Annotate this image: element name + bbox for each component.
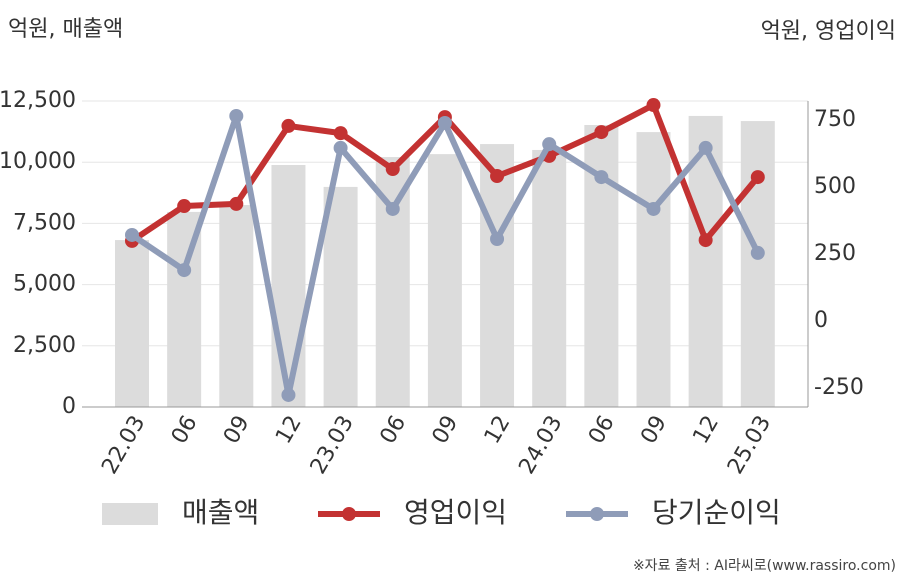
y-tick-label: 5,000 xyxy=(13,272,76,297)
point xyxy=(385,162,400,177)
point xyxy=(281,387,296,402)
point xyxy=(594,170,609,185)
y2-tick-label: 0 xyxy=(814,308,828,333)
y2-tick-label: -250 xyxy=(814,375,864,400)
point xyxy=(229,109,244,124)
point xyxy=(229,196,244,211)
y2-axis-title: 억원, 영업이익 xyxy=(761,19,896,44)
bar xyxy=(219,205,254,407)
point xyxy=(177,263,192,278)
bar xyxy=(323,186,358,407)
x-tick-label: 06 xyxy=(584,412,620,449)
legend-label: 영업이익 xyxy=(404,496,507,529)
x-tick-label: 12 xyxy=(480,412,516,449)
y-tick-label: 12,500 xyxy=(0,88,76,113)
x-tick-label: 24.03 xyxy=(514,412,567,479)
y-tick-label: 7,500 xyxy=(13,210,76,235)
point xyxy=(594,125,609,140)
bar xyxy=(532,149,567,407)
point xyxy=(281,118,296,133)
legend-marker xyxy=(590,507,604,521)
legend-swatch xyxy=(102,503,158,525)
x-tick-label: 09 xyxy=(428,412,464,449)
x-tick-label: 12 xyxy=(271,412,307,449)
x-tick-label: 06 xyxy=(167,412,203,449)
y-tick-label: 2,500 xyxy=(13,333,76,358)
x-tick-label: 25.03 xyxy=(723,412,776,479)
y2-tick-label: 750 xyxy=(814,107,856,132)
point xyxy=(750,245,765,260)
x-tick-label: 09 xyxy=(636,412,672,449)
bar xyxy=(740,121,775,407)
bar xyxy=(115,240,149,407)
point xyxy=(125,227,139,242)
x-tick-label: 12 xyxy=(688,412,724,449)
x-tick-label: 06 xyxy=(375,412,411,449)
legend-label: 매출액 xyxy=(182,496,259,529)
x-tick-label: 23.03 xyxy=(306,412,359,479)
point xyxy=(542,137,557,152)
y2-tick-label: 500 xyxy=(814,174,856,199)
legend-label: 당기순이익 xyxy=(652,496,781,529)
point xyxy=(490,231,505,246)
y-tick-label: 10,000 xyxy=(0,149,76,174)
point xyxy=(646,201,661,216)
y-axis-title: 억원, 매출액 xyxy=(8,17,123,42)
x-tick-label: 09 xyxy=(219,412,255,449)
point xyxy=(698,140,713,155)
point xyxy=(385,201,400,216)
point xyxy=(750,170,765,185)
point xyxy=(646,98,661,113)
point xyxy=(333,140,348,155)
bar xyxy=(636,132,671,407)
y2-tick-label: 250 xyxy=(814,241,856,266)
point xyxy=(490,169,505,184)
point xyxy=(698,233,713,248)
point xyxy=(437,115,452,130)
point xyxy=(177,199,192,214)
x-tick-label: 22.03 xyxy=(97,412,150,479)
y-tick-label: 0 xyxy=(62,394,76,419)
bar xyxy=(427,154,462,407)
point xyxy=(333,126,348,141)
source: ※자료 출처 : AI라씨로(www.rassiro.com) xyxy=(633,558,896,574)
bar xyxy=(271,165,306,407)
bar xyxy=(480,144,515,408)
legend-marker xyxy=(342,507,356,521)
